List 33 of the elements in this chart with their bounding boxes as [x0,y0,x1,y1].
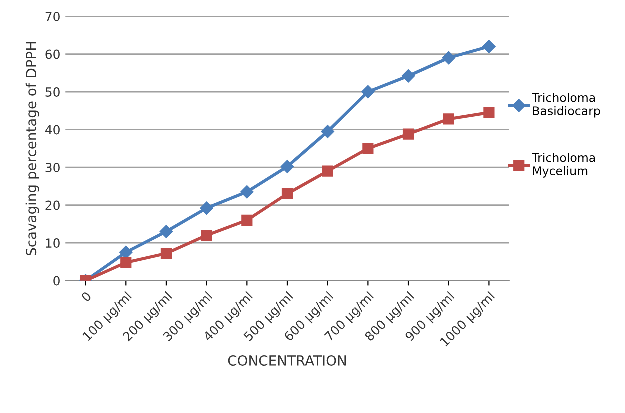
point [201,230,212,242]
point [362,85,375,99]
point [160,225,174,238]
point [200,202,214,215]
point [120,246,133,260]
y-tick-label: 0 [54,276,60,286]
point [282,188,294,200]
y-tick-label: 40 [45,125,60,135]
point [443,114,454,125]
point [482,40,496,54]
point [160,248,172,260]
y-tick-label: 20 [46,200,60,210]
y-tick-label: 10 [46,238,60,248]
point [484,107,495,118]
point [322,166,334,177]
y-tick-label: 70 [46,12,60,22]
x-tick-label: 0 [80,291,92,302]
point [402,128,414,140]
point [120,257,132,268]
point [321,125,334,138]
point [362,143,374,154]
point [402,70,416,83]
y-tick-label: 50 [46,88,60,97]
legend-label: Tricholoma Basidiocarp [532,93,600,118]
point [280,160,294,174]
x-axis-title: CONCENTRATION [228,356,346,366]
legend-label: Tricholoma Mycelium [532,153,596,178]
point [442,51,456,65]
point [242,214,253,226]
y-tick-label: 60 [46,50,60,60]
point [240,186,254,199]
y-tick-label: 30 [46,163,60,172]
y-axis-title: Scavaging percentage of DPPH [26,42,40,256]
